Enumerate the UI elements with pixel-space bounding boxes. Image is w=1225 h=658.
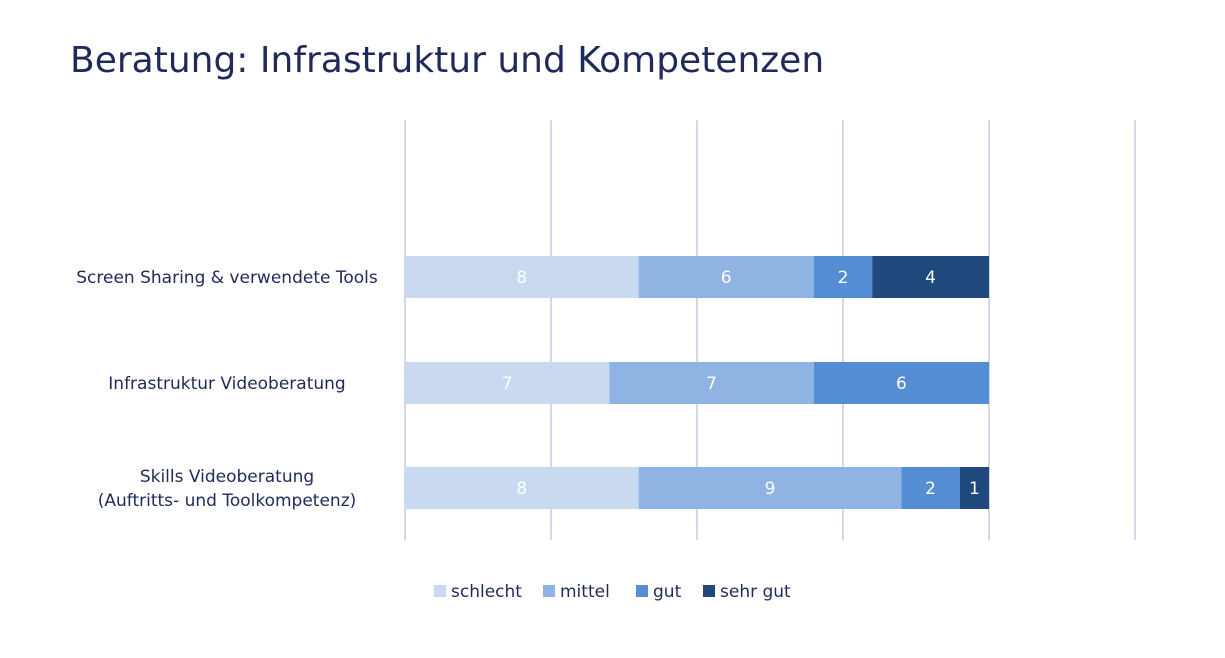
legend-swatch [434,585,446,597]
bar-segment [405,467,639,509]
bar-segment [959,467,989,509]
category-label: Infrastruktur Videoberatung [108,374,345,394]
data-label: 2 [925,479,936,499]
data-label: 6 [721,268,732,288]
legend-label: sehr gut [720,582,791,602]
legend-label: schlecht [451,582,522,602]
chart-title: Beratung: Infrastruktur und Kompetenzen [70,40,825,81]
bar-segment [813,256,873,298]
gridlines [404,120,1136,540]
bar-segment [901,467,960,509]
bar-segment [609,362,814,404]
legend-label: mittel [560,582,610,602]
legend-swatch [703,585,715,597]
data-label: 8 [516,268,527,288]
data-label: 1 [969,479,980,499]
bar-segment [638,256,814,298]
data-label: 8 [516,479,527,499]
data-label: 7 [502,374,513,394]
category-label: (Auftritts- und Toolkompetenz) [98,491,357,511]
bar-segment [638,467,902,509]
category-labels: Screen Sharing & verwendete Tools Infrast… [76,268,378,511]
data-label: 4 [925,268,936,288]
category-label: Skills Videoberatung [140,467,314,487]
category-label: Screen Sharing & verwendete Tools [76,268,378,288]
legend: schlecht mittel gut sehr gut [434,582,791,602]
bars: 8 6 2 4 7 7 6 8 9 2 1 [405,256,989,509]
legend-label: gut [653,582,682,602]
data-label: 9 [765,479,776,499]
bar-segment [405,256,639,298]
data-label: 6 [896,374,907,394]
data-label: 2 [838,268,849,288]
legend-swatch [543,585,555,597]
legend-swatch [636,585,648,597]
bar-segment [813,362,989,404]
bar-segment [872,256,989,298]
bar-segment [405,362,610,404]
data-label: 7 [706,374,717,394]
